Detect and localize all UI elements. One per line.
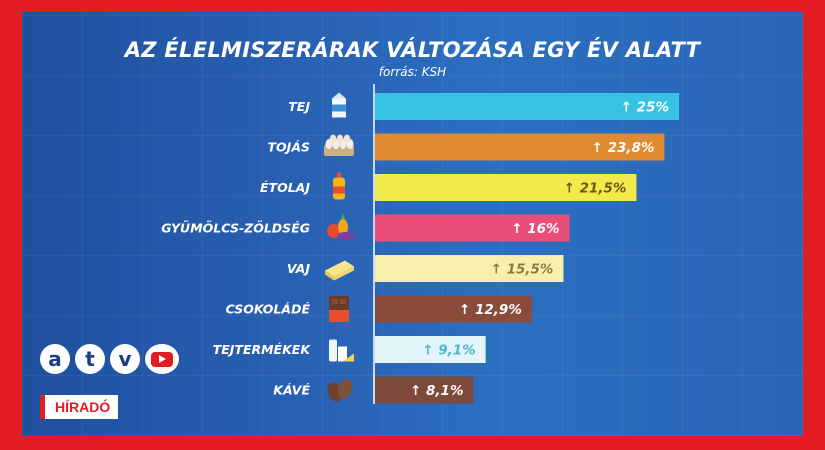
arrow-up-icon: ↑ [511,221,527,237]
egg-tray-icon [324,134,354,156]
arrow-up-icon: ↑ [592,140,608,156]
value-label: ↑ 25% [621,100,669,116]
oil-bottle-icon [333,172,345,200]
butter-icon [325,260,354,281]
bar-chart: TEJ ↑ 25% TOJÁS ↑ 23,8% ÉTOLAJ ↑ 21,5% GYÜMÖLC… [161,84,679,404]
chart-frame: AZ ÉLELMISZERÁRAK VÁLTOZÁSA EGY ÉV ALATT… [22,12,803,436]
category-label: ÉTOLAJ [260,180,310,195]
value-text: 25% [637,100,669,116]
arrow-up-icon: ↑ [621,100,637,116]
show-name: HÍRADÓ [55,399,111,415]
arrow-up-icon: ↑ [422,343,438,359]
value-text: 16% [527,221,559,237]
chart-title: AZ ÉLELMISZERÁRAK VÁLTOZÁSA EGY ÉV ALATT [124,38,701,62]
bar-1 [375,93,679,120]
value-text: 9,1% [438,343,475,359]
category-label: CSOKOLÁDÉ [226,302,311,317]
category-label: TEJ [288,99,310,114]
logo-letter-t: t [75,344,105,374]
fruit-vegetable-icon [327,213,355,240]
bar-4 [375,214,570,242]
bar-6 [375,295,532,323]
youtube-play-icon [145,344,179,374]
value-label: ↑ 21,5% [564,181,627,197]
atv-logo: a t v [40,344,179,374]
category-label: KÁVÉ [273,383,310,398]
bar-7 [375,336,486,363]
value-label: ↑ 8,1% [410,383,463,399]
coffee-bean-icon [327,379,353,402]
category-label: TEJTERMÉKEK [213,342,312,357]
milk-carton-icon [332,92,346,118]
value-text: 8,1% [426,383,463,399]
chocolate-icon [329,296,349,322]
value-label: ↑ 9,1% [422,343,475,359]
bar-5 [375,255,564,282]
arrow-up-icon: ↑ [491,262,507,278]
bar-2 [375,133,665,161]
bar-3 [375,174,637,201]
logo-letter-a: a [40,344,70,374]
arrow-up-icon: ↑ [564,181,580,197]
show-name-badge: HÍRADÓ [40,395,119,419]
chart-subtitle: forrás: KSH [378,65,447,79]
value-text: 23,8% [608,140,655,156]
arrow-up-icon: ↑ [410,383,426,399]
category-label: GYÜMÖLCS-ZÖLDSÉG [161,221,310,236]
value-label: ↑ 23,8% [592,140,655,156]
dairy-products-icon [329,339,354,362]
value-text: 21,5% [580,181,627,197]
category-label: VAJ [287,261,310,276]
category-label: TOJÁS [268,140,310,155]
logo-letter-v: v [110,344,140,374]
value-label: ↑ 15,5% [491,262,554,278]
value-text: 12,9% [475,302,522,318]
arrow-up-icon: ↑ [459,302,475,318]
bar-8 [375,376,474,404]
value-text: 15,5% [507,262,554,278]
value-label: ↑ 12,9% [459,302,522,318]
value-label: ↑ 16% [511,221,559,237]
